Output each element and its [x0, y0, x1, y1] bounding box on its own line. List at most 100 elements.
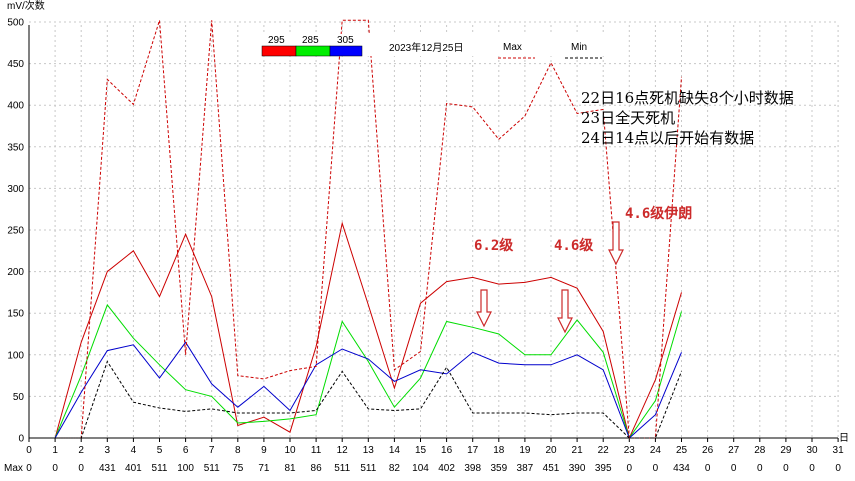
x-tick-label: 5	[157, 445, 163, 456]
max-row-value: 511	[360, 463, 376, 474]
series-line-285	[54, 303, 682, 440]
x-tick-label: 2	[78, 445, 84, 456]
max-row-value: 398	[464, 463, 481, 474]
y-tick-labels: 0 50 100 150 200 250 300 350 400 450 500	[7, 18, 24, 445]
max-row-value: 104	[412, 463, 429, 474]
max-row-value: 71	[258, 463, 270, 474]
max-row-value: 0	[757, 463, 763, 474]
x-tick-label: 1	[52, 445, 58, 456]
y-tick-label: 50	[13, 392, 25, 403]
max-row-value: 0	[627, 463, 633, 474]
x-tick-label: 16	[441, 445, 453, 456]
magnitude-annotations: 6.2级 4.6级 4.6级伊朗	[474, 205, 692, 334]
max-row-value: 75	[232, 463, 244, 474]
date-label: 2023年12月25日	[389, 41, 464, 54]
axes	[28, 25, 838, 439]
legend: 295 285 305 2023年12月25日 Max Min	[258, 34, 628, 59]
x-tick-label: 29	[780, 445, 792, 456]
legend-label-285: 285	[302, 35, 319, 46]
x-tick-label: 6	[183, 445, 189, 456]
y-tick-label: 400	[7, 101, 24, 112]
x-tick-label: 4	[131, 445, 137, 456]
series-lines	[54, 19, 682, 440]
y-tick-label: 500	[7, 18, 24, 29]
arrow-icon-4-6	[557, 289, 573, 334]
max-row-value: 511	[334, 463, 350, 474]
max-row-value: 0	[653, 463, 659, 474]
x-tick-label: 11	[311, 445, 322, 456]
max-row-value: 359	[490, 463, 507, 474]
x-tick-labels: 0 1 2 3 4 5 6 7 8 9 10 11 12 13 14 15 16 17 18 19 20 21 22 23 24…	[26, 438, 844, 456]
x-tick-label: 25	[676, 445, 688, 456]
max-row-value: 402	[438, 463, 455, 474]
max-row-value: 390	[569, 463, 586, 474]
legend-min-label: Min	[571, 42, 587, 53]
x-tick-label: 23	[624, 445, 636, 456]
magnitude-label-6-2: 6.2级	[474, 237, 514, 254]
legend-swatch-295	[261, 45, 297, 57]
grid	[29, 21, 839, 438]
max-row-value: 511	[152, 463, 168, 474]
max-row-value: 86	[311, 463, 323, 474]
magnitude-label-4-6: 4.6级	[554, 237, 594, 254]
y-tick-label: 0	[18, 434, 24, 445]
legend-max-label: Max	[503, 42, 522, 53]
max-row-value: 0	[731, 463, 737, 474]
max-row-label: Max	[4, 463, 23, 474]
x-tick-label: 22	[598, 445, 610, 456]
legend-swatch-285	[295, 45, 331, 57]
max-value-row: 0 0 0 431 401 511 100 511 75 71 81 86 511 511 82 104 402…	[26, 463, 841, 474]
max-row-value: 81	[284, 463, 296, 474]
x-tick-label: 31	[833, 445, 845, 456]
arrow-icon-6-2	[476, 289, 492, 328]
x-tick-label: 28	[754, 445, 766, 456]
note-line-1: 22日16点死机缺失8个小时数据	[581, 89, 794, 107]
series-line-max	[55, 19, 682, 439]
max-row-value: 0	[78, 463, 84, 474]
legend-label-295: 295	[268, 35, 285, 46]
x-tick-label: 14	[389, 445, 401, 456]
x-tick-label: 0	[26, 445, 32, 456]
max-row-value: 431	[99, 463, 116, 474]
x-tick-label: 17	[467, 445, 479, 456]
x-tick-label: 19	[519, 445, 531, 456]
series-line-min	[55, 360, 682, 439]
x-tick-label: 13	[363, 445, 375, 456]
y-tick-label: 150	[7, 309, 24, 320]
max-row-value: 511	[204, 463, 220, 474]
y-tick-label: 200	[7, 267, 24, 278]
y-tick-label: 450	[7, 59, 24, 70]
series-line-295	[54, 221, 682, 440]
max-row-value: 0	[783, 463, 789, 474]
x-tick-label: 9	[261, 445, 267, 456]
max-row-value: 100	[177, 463, 194, 474]
x-tick-label: 18	[493, 445, 505, 456]
max-row-value: 401	[125, 463, 142, 474]
y-tick-label: 300	[7, 184, 24, 195]
series-line-305	[54, 341, 682, 439]
max-row-value: 0	[52, 463, 58, 474]
x-tick-label: 8	[235, 445, 241, 456]
y-tick-label: 350	[7, 142, 24, 153]
x-axis-label: 日	[839, 433, 849, 444]
max-row-value: 395	[595, 463, 612, 474]
y-tick-label: 250	[7, 226, 24, 237]
arrow-icon-4-6-iran	[608, 221, 624, 266]
legend-swatch-305	[329, 45, 363, 57]
note-line-3: 24日14点以后开始有数据	[581, 129, 754, 147]
x-tick-label: 24	[650, 445, 662, 456]
x-tick-label: 15	[415, 445, 427, 456]
x-tick-label: 7	[209, 445, 215, 456]
y-tick-label: 100	[7, 350, 24, 361]
max-row-value: 0	[705, 463, 711, 474]
note-line-2: 23日全天死机	[581, 109, 675, 127]
max-row-value: 434	[673, 463, 690, 474]
legend-label-305: 305	[337, 35, 354, 46]
x-tick-label: 30	[806, 445, 818, 456]
max-row-value: 0	[809, 463, 815, 474]
x-tick-label: 27	[728, 445, 740, 456]
magnitude-label-4-6-iran: 4.6级伊朗	[625, 205, 692, 222]
x-tick-label: 21	[572, 445, 584, 456]
x-tick-label: 12	[337, 445, 349, 456]
